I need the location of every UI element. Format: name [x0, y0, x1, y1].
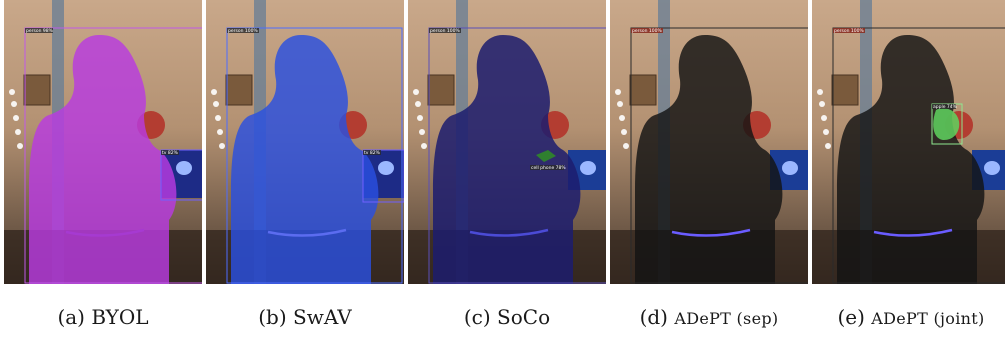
apple-mask [933, 108, 960, 140]
string-lights [615, 89, 629, 149]
tv-box [160, 149, 202, 201]
person-mask [837, 35, 985, 284]
person-label-bg [631, 28, 663, 33]
caption-row: (a) BYOL (b) SwAV (c) SoCo (d) ADePT (se… [0, 302, 1005, 337]
person-label: person 100% [834, 28, 864, 34]
wall-frame [427, 74, 455, 106]
caption-label: ADePT (sep) [674, 309, 779, 328]
cell-phone-mask [536, 150, 556, 162]
caption-prefix: (e) [837, 305, 865, 329]
person-label: person 100% [228, 28, 258, 34]
panel-adept-joint: person 100% apple 74% [812, 0, 1005, 284]
wall-frame [629, 74, 657, 106]
string-lights [211, 89, 225, 149]
detection-image-soco: person 100% cell phone 78% [408, 0, 606, 284]
wall-frame [225, 74, 253, 106]
person-mask [29, 35, 177, 284]
string-lights [9, 89, 23, 149]
caption-label: BYOL [91, 305, 149, 329]
tv-light [378, 161, 394, 175]
person-label-bg [227, 28, 259, 33]
caption-swav: (b) SwAV [206, 302, 404, 332]
apple-label: apple 74% [933, 104, 958, 110]
tv-light [984, 161, 1000, 175]
panel-row: person 98% tv 82% [4, 0, 1005, 284]
apple-label-bg [932, 104, 956, 109]
tv-label: tv 82% [162, 150, 179, 156]
person-label-bg [833, 28, 865, 33]
person-mask [433, 35, 581, 284]
detection-image-adept-sep: person 100% [610, 0, 808, 284]
cell-phone-label: cell phone 78% [531, 165, 566, 171]
caption-soco: (c) SoCo [408, 302, 606, 332]
panel-swav: person 100% tv 82% [206, 0, 404, 284]
wall-frame [831, 74, 859, 106]
tv-light [580, 161, 596, 175]
person-label: person 100% [430, 28, 460, 34]
caption-adept-sep: (d) ADePT (sep) [610, 302, 808, 332]
person-label: person 98% [26, 28, 54, 34]
caption-adept-joint: (e) ADePT (joint) [812, 302, 1005, 332]
person-mask [231, 35, 379, 284]
caption-prefix: (b) [258, 305, 287, 329]
person-label-bg [429, 28, 461, 33]
panel-adept-sep: person 100% [610, 0, 808, 284]
caption-prefix: (d) [639, 305, 668, 329]
tv-label-bg [363, 150, 381, 155]
panel-soco: person 100% cell phone 78% [408, 0, 606, 284]
person-label-bg [25, 28, 53, 33]
caption-label: SwAV [293, 305, 352, 329]
wall-frame [23, 74, 51, 106]
caption-prefix: (a) [57, 305, 85, 329]
caption-label: SoCo [497, 305, 551, 329]
detection-image-swav: person 100% tv 82% [206, 0, 404, 284]
tv-box [362, 149, 404, 203]
detection-image-adept-joint: person 100% apple 74% [812, 0, 1005, 284]
tv-label: tv 82% [364, 150, 381, 156]
person-box [24, 27, 202, 284]
necklace [65, 228, 145, 237]
tv-light [176, 161, 192, 175]
string-lights [413, 89, 427, 149]
tv-label-bg [161, 150, 179, 155]
caption-label: ADePT (joint) [871, 309, 985, 328]
necklace [671, 228, 751, 237]
person-box [832, 27, 1005, 284]
tv-light [782, 161, 798, 175]
necklace [873, 228, 953, 237]
necklace [267, 228, 347, 237]
person-box [226, 27, 403, 284]
person-label: person 100% [632, 28, 662, 34]
person-box [630, 27, 808, 284]
panel-byol: person 98% tv 82% [4, 0, 202, 284]
cell-phone-label-bg [530, 165, 564, 170]
string-lights [817, 89, 831, 149]
person-mask [635, 35, 783, 284]
person-box [428, 27, 606, 284]
detection-image-byol: person 98% tv 82% [4, 0, 202, 284]
necklace [469, 228, 549, 237]
caption-prefix: (c) [463, 305, 491, 329]
caption-byol: (a) BYOL [4, 302, 202, 332]
